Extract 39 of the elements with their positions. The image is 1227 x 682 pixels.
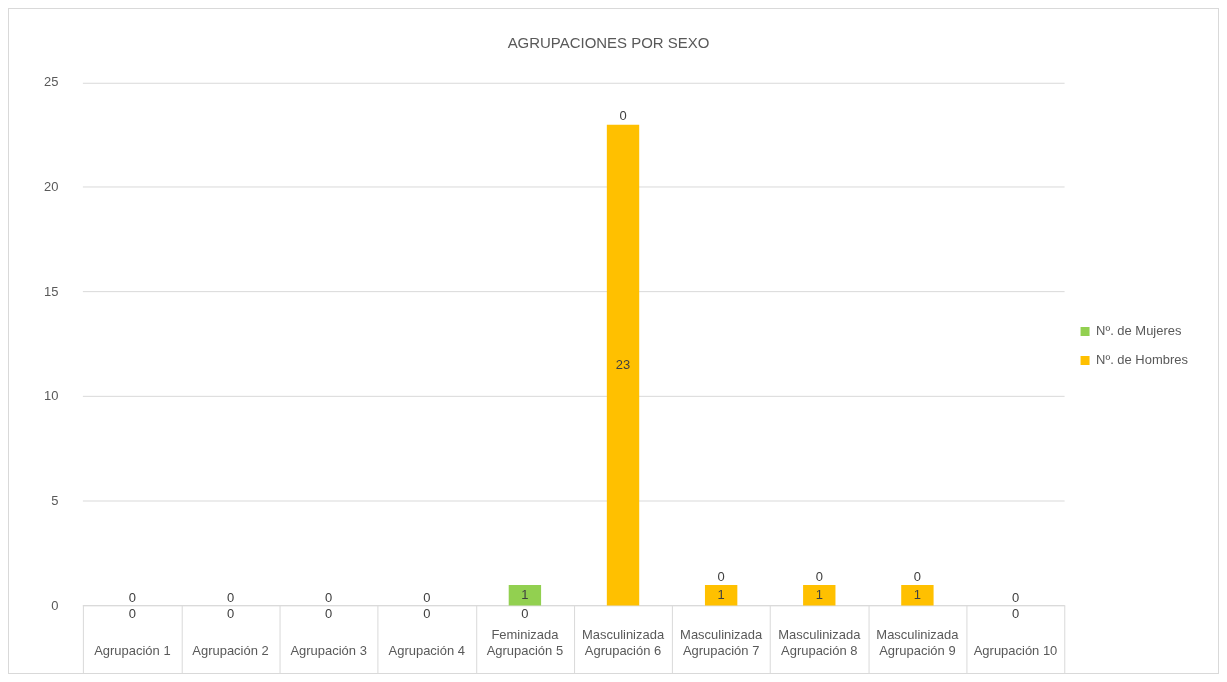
- data-label: 0: [325, 589, 333, 605]
- data-label: 0: [1011, 589, 1020, 605]
- data-label: 23: [615, 356, 631, 372]
- y-tick-label: 20: [43, 179, 59, 194]
- data-label: 0: [913, 568, 922, 584]
- x-tick-label: Feminizada Agrupación 5: [486, 627, 564, 658]
- x-tick-label: Agrupación 1: [94, 642, 171, 658]
- y-tick-label: 5: [51, 492, 59, 508]
- data-label: 1: [913, 586, 922, 602]
- data-label: 0: [815, 568, 823, 584]
- data-label: 0: [423, 589, 431, 605]
- x-tick-label: Masculinizada Agrupación 8: [778, 627, 862, 658]
- x-tick-label: Masculinizada Agrupación 7: [680, 627, 764, 658]
- x-tick-label: Agrupación 4: [388, 642, 465, 658]
- x-tick-label: Agrupación 10: [973, 642, 1058, 658]
- y-tick-label: 25: [43, 74, 59, 90]
- data-label: 0: [1011, 605, 1020, 621]
- y-tick-label: 15: [43, 283, 59, 299]
- x-tick-label: Masculinizada Agrupación 9: [876, 627, 960, 658]
- legend-label: Nº. de Hombres: [1096, 352, 1189, 368]
- data-label: 1: [521, 586, 529, 602]
- data-label: 0: [226, 605, 235, 621]
- data-label: 0: [717, 568, 725, 584]
- x-tick-label: Agrupación 3: [290, 642, 367, 658]
- data-label: 0: [325, 605, 333, 621]
- legend-label: Nº. de Mujeres: [1096, 323, 1182, 339]
- data-label: 1: [815, 586, 823, 602]
- y-tick-label: 10: [43, 388, 59, 404]
- data-label: 0: [128, 605, 137, 621]
- chart-title: AGRUPACIONES POR SEXO: [507, 34, 710, 52]
- data-label: 1: [717, 586, 725, 602]
- y-tick-label: 0: [51, 597, 59, 613]
- data-label: 0: [423, 605, 431, 621]
- x-tick-label: Masculinizada Agrupación 6: [581, 627, 665, 658]
- data-label: 0: [521, 605, 529, 621]
- data-label: 0: [128, 589, 137, 605]
- data-label: 0: [226, 589, 235, 605]
- data-label: 0: [619, 108, 627, 124]
- x-tick-label: Agrupación 2: [192, 642, 269, 658]
